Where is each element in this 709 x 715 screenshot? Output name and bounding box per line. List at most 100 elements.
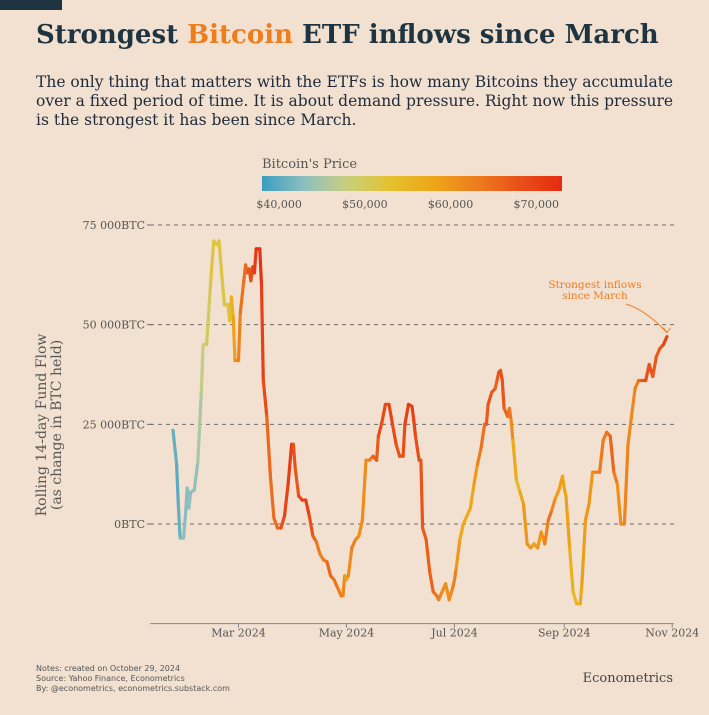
flow-line-segment — [325, 560, 333, 578]
flow-line-segment — [175, 462, 180, 506]
flow-line-segment — [578, 582, 584, 606]
notes-source: Source: Yahoo Finance, Econometrics — [36, 674, 185, 683]
flow-line-segment — [307, 514, 315, 538]
annotation-text-line1: Strongest inflows — [548, 279, 641, 291]
flow-line-segment — [486, 390, 494, 406]
flow-line-segment — [199, 343, 205, 394]
flow-line-segment — [258, 247, 264, 287]
flow-line-segment — [410, 404, 416, 422]
flow-line-segment — [252, 247, 258, 275]
y-axis-title-line1: Rolling 14-day Fund Flow — [34, 334, 50, 517]
flow-line-segment — [376, 420, 384, 438]
y-axis-ticks: 0BTC 25 000BTC 50 000BTC 75 000BTC — [83, 219, 152, 531]
flow-line-segment — [314, 540, 322, 556]
flow-line-segment — [208, 239, 216, 291]
flow-line-segment — [458, 522, 465, 542]
flow-line-segment — [291, 442, 297, 470]
flow-line-segment — [567, 546, 575, 594]
flow-line-segment — [597, 438, 605, 474]
legend-tick-label: $70,000 — [514, 198, 560, 211]
flow-line-segment — [661, 335, 669, 347]
flow-line-segment — [583, 502, 591, 522]
flow-line-segment — [279, 514, 287, 530]
x-tick-label: Sep 2024 — [538, 627, 591, 640]
flow-line-segment — [360, 458, 368, 522]
legend-title: Bitcoin's Price — [262, 157, 357, 172]
flow-line-segment — [403, 402, 411, 426]
flow-line-segment — [357, 518, 364, 538]
flow-line-segment — [265, 414, 272, 478]
title-suffix: ETF inflows since March — [292, 20, 659, 50]
page-title: Strongest Bitcoin ETF inflows since Marc… — [36, 20, 659, 50]
x-tick-label: May 2024 — [319, 627, 375, 640]
flow-line-segment — [564, 494, 572, 550]
flow-line-segment — [282, 482, 290, 518]
flow-line-segment — [546, 508, 554, 522]
flow-line-segment — [475, 446, 483, 466]
flow-line-segment — [236, 311, 242, 363]
flow-line-segment — [622, 442, 630, 526]
flow-line-segment — [509, 418, 515, 442]
flow-line-segment — [421, 526, 428, 542]
flow-line-segment — [176, 502, 182, 540]
flow-line-segment — [394, 442, 402, 458]
flow-line-segment — [629, 386, 637, 418]
flow-line-segment — [615, 482, 623, 526]
subtitle: The only thing that matters with the ETF… — [36, 73, 674, 129]
flow-line-segment — [401, 422, 407, 458]
price-legend: Bitcoin's Price $40,000 $50,000 $60,000 $70,… — [256, 157, 562, 211]
x-tick-label: Jul 2024 — [430, 627, 478, 640]
flow-line-segment — [479, 422, 487, 450]
annotation-arrow-head — [663, 327, 671, 334]
flow-line-segment — [412, 418, 418, 438]
flow-line-segment — [511, 438, 519, 482]
flow-line-segment — [428, 570, 435, 594]
y-tick-label: 25 000BTC — [83, 418, 145, 431]
flow-line-segment — [454, 538, 462, 570]
flow-line-segment — [341, 574, 347, 598]
flow-line-segment — [608, 434, 616, 474]
annotation-text-line2: since March — [562, 290, 628, 302]
legend-tick-label: $40,000 — [256, 198, 302, 211]
flow-line-segment — [419, 458, 425, 530]
title-accent: Bitcoin — [187, 20, 293, 50]
flow-line-segment — [231, 315, 237, 363]
flow-line-segment — [514, 478, 522, 494]
notes-by: By: @econometrics, econometrics.substack… — [36, 684, 230, 693]
flow-line-segment — [500, 378, 506, 410]
flow-line-segment — [413, 434, 421, 462]
flow-line-segment — [272, 516, 280, 530]
flow-line-segment — [452, 566, 458, 582]
flow-line-segment — [217, 239, 225, 287]
flow-line-segment — [447, 586, 455, 602]
flow-line-segment — [286, 442, 294, 486]
y-tick-label: 0BTC — [114, 518, 145, 531]
flow-line-segment — [587, 470, 595, 506]
flow-line-segment — [560, 474, 566, 490]
flow-line-segment — [507, 406, 513, 422]
flow-line-segment — [238, 279, 246, 315]
notes-date: Notes: created on October 29, 2024 — [36, 664, 181, 673]
flow-line-segment — [612, 470, 620, 486]
x-tick-label: Mar 2024 — [211, 627, 266, 640]
x-axis: Mar 2024 May 2024 Jul 2024 Sep 2024 Nov 2024 — [150, 623, 699, 640]
flow-line-segment — [192, 460, 200, 492]
flow-line-segment — [651, 355, 658, 379]
flow-line-segment — [221, 283, 226, 307]
flow-series — [171, 239, 669, 606]
grid-lines — [150, 224, 674, 525]
flow-line-segment — [543, 518, 550, 546]
y-axis-label: Rolling 14-day Fund Flow(as change in BT… — [34, 334, 65, 517]
chart-notes: Notes: created on October 29, 2024 Sourc… — [36, 664, 230, 694]
flow-line-segment — [468, 482, 476, 510]
y-tick-label: 75 000BTC — [83, 219, 145, 232]
flow-line-segment — [518, 490, 526, 506]
flow-line-segment — [380, 402, 387, 424]
flow-line-segment — [521, 502, 529, 546]
flow-line-segment — [182, 514, 187, 540]
flow-line-segment — [472, 462, 480, 486]
flow-line-segment — [171, 428, 179, 466]
y-axis-title-line2: (as change in BTC held) — [49, 340, 65, 510]
